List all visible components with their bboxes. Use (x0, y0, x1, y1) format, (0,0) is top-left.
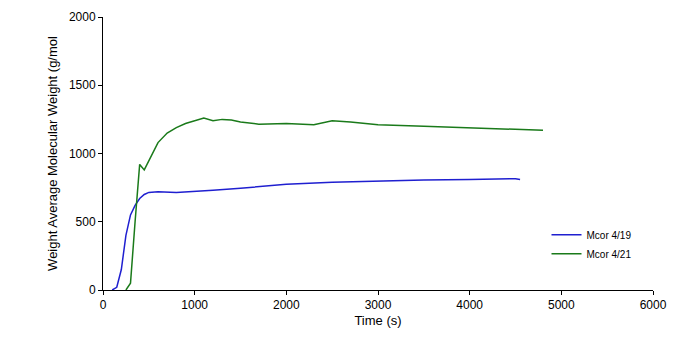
svg-text:500: 500 (76, 215, 96, 229)
svg-text:0: 0 (100, 298, 107, 312)
svg-text:Weight Average Molecular Weigh: Weight Average Molecular Weight (g/mol (45, 36, 60, 271)
svg-text:5000: 5000 (548, 298, 575, 312)
svg-text:2000: 2000 (273, 298, 300, 312)
svg-text:1000: 1000 (181, 298, 208, 312)
svg-text:Mcor 4/21: Mcor 4/21 (587, 249, 632, 260)
svg-text:Mcor 4/19: Mcor 4/19 (587, 230, 632, 241)
svg-text:0: 0 (89, 283, 96, 297)
svg-text:1000: 1000 (69, 147, 96, 161)
svg-text:4000: 4000 (456, 298, 483, 312)
svg-text:6000: 6000 (640, 298, 667, 312)
svg-text:3000: 3000 (365, 298, 392, 312)
svg-text:1500: 1500 (69, 78, 96, 92)
svg-text:Time (s): Time (s) (354, 313, 401, 328)
svg-text:2000: 2000 (69, 10, 96, 24)
